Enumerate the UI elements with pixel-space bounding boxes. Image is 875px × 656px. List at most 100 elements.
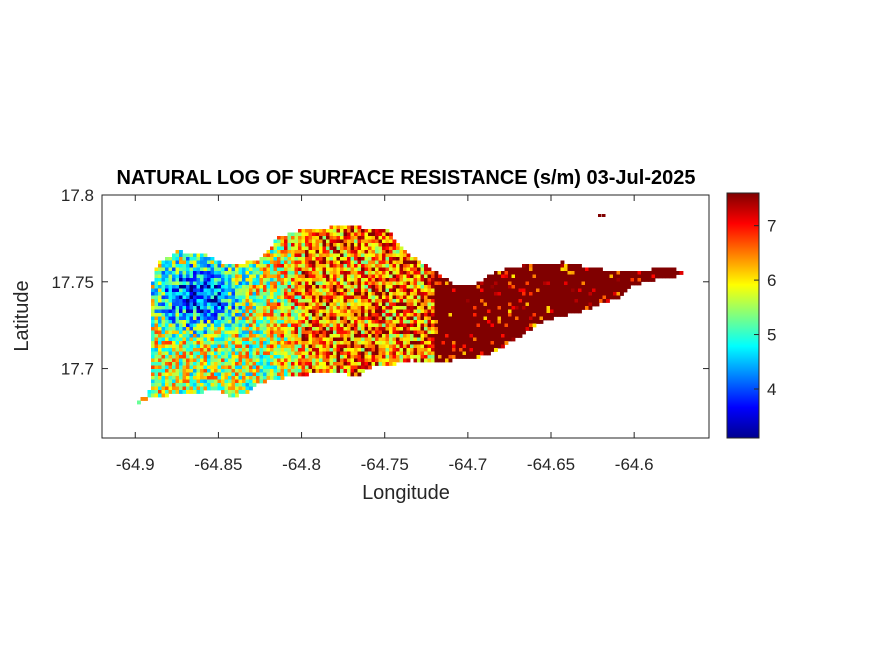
heatmap-cell: [347, 285, 351, 289]
heatmap-cell: [207, 379, 211, 384]
heatmap-cell: [515, 302, 519, 307]
heatmap-cell: [606, 292, 610, 296]
heatmap-cell: [217, 372, 222, 377]
heatmap-cell: [602, 274, 607, 279]
heatmap-cell: [294, 253, 299, 258]
heatmap-cell: [378, 337, 383, 342]
heatmap-cell: [441, 337, 446, 342]
heatmap-cell: [410, 274, 414, 279]
heatmap-cell: [525, 274, 530, 279]
heatmap-cell: [424, 334, 428, 338]
heatmap-cell: [382, 285, 386, 289]
heatmap-cell: [249, 302, 253, 307]
heatmap-cell: [427, 323, 432, 328]
heatmap-cell: [371, 341, 376, 345]
heatmap-cell: [179, 334, 183, 338]
heatmap-cell: [263, 355, 267, 359]
heatmap-cell: [574, 299, 579, 303]
heatmap-cell: [406, 309, 411, 314]
heatmap-cell: [168, 337, 173, 342]
heatmap-cell: [543, 285, 547, 289]
heatmap-cell: [620, 281, 624, 286]
heatmap-cell: [588, 271, 593, 275]
heatmap-cell: [466, 299, 470, 303]
heatmap-cell: [287, 348, 292, 352]
heatmap-cell: [504, 299, 509, 303]
heatmap-cell: [196, 281, 201, 286]
heatmap-cell: [389, 278, 393, 282]
heatmap-cell: [438, 337, 442, 342]
heatmap-cell: [466, 320, 470, 324]
heatmap-cell: [497, 323, 502, 328]
heatmap-cell: [438, 309, 442, 314]
heatmap-cell: [522, 267, 526, 272]
heatmap-cell: [242, 372, 246, 377]
heatmap-cell: [315, 302, 320, 307]
heatmap-cell: [333, 313, 337, 317]
heatmap-cell: [364, 264, 369, 268]
heatmap-cell: [333, 344, 337, 349]
heatmap-cell: [175, 372, 180, 377]
heatmap-cell: [252, 379, 257, 384]
heatmap-cell: [210, 337, 215, 342]
heatmap-cell: [280, 330, 285, 335]
heatmap-cell: [546, 316, 551, 321]
heatmap-cell: [315, 274, 320, 279]
heatmap-cell: [343, 351, 348, 356]
heatmap-cell: [410, 348, 414, 352]
heatmap-cell: [347, 253, 351, 258]
heatmap-cell: [200, 295, 204, 300]
heatmap-cell: [245, 302, 250, 307]
heatmap-cell: [417, 264, 421, 268]
heatmap-cell: [193, 323, 197, 328]
heatmap-cell: [354, 358, 358, 363]
heatmap-cell: [340, 348, 344, 352]
heatmap-cell: [287, 295, 292, 300]
heatmap-cell: [329, 358, 334, 363]
heatmap-cell: [182, 344, 187, 349]
heatmap-cell: [511, 320, 516, 324]
heatmap-cell: [326, 355, 330, 359]
heatmap-cell: [634, 274, 638, 279]
heatmap-cell: [291, 246, 295, 251]
heatmap-cell: [238, 323, 243, 328]
heatmap-cell: [581, 302, 586, 307]
heatmap-cell: [515, 323, 519, 328]
heatmap-cell: [245, 376, 250, 380]
heatmap-cell: [389, 250, 393, 254]
heatmap-cell: [476, 344, 481, 349]
heatmap-cell: [343, 327, 348, 331]
heatmap-cell: [291, 372, 295, 377]
heatmap-cell: [385, 334, 390, 338]
heatmap-cell: [182, 383, 187, 387]
heatmap-cell: [599, 281, 603, 286]
heatmap-cell: [462, 299, 467, 303]
heatmap-cell: [403, 344, 407, 349]
heatmap-cell: [434, 337, 439, 342]
heatmap-cell: [284, 316, 288, 321]
heatmap-cell: [448, 281, 453, 286]
heatmap-cell: [518, 271, 523, 275]
heatmap-cell: [238, 383, 243, 387]
heatmap-cell: [263, 302, 267, 307]
heatmap-cell: [193, 253, 197, 258]
heatmap-cell: [427, 313, 432, 317]
heatmap-cell: [196, 344, 201, 349]
heatmap-cell: [175, 309, 180, 314]
heatmap-cell: [413, 271, 418, 275]
heatmap-cell: [301, 309, 306, 314]
heatmap-cell: [364, 351, 369, 356]
heatmap-cell: [266, 334, 271, 338]
heatmap-cell: [207, 288, 211, 293]
heatmap-cell: [469, 313, 474, 317]
heatmap-cell: [382, 264, 386, 268]
heatmap-cell: [231, 320, 236, 324]
heatmap-cell: [347, 260, 351, 265]
heatmap-cell: [511, 306, 516, 310]
heatmap-cell: [165, 271, 169, 275]
heatmap-cell: [158, 271, 162, 275]
heatmap-cell: [214, 369, 218, 373]
heatmap-cell: [224, 344, 229, 349]
heatmap-cell: [186, 257, 190, 261]
heatmap-cell: [392, 253, 397, 258]
